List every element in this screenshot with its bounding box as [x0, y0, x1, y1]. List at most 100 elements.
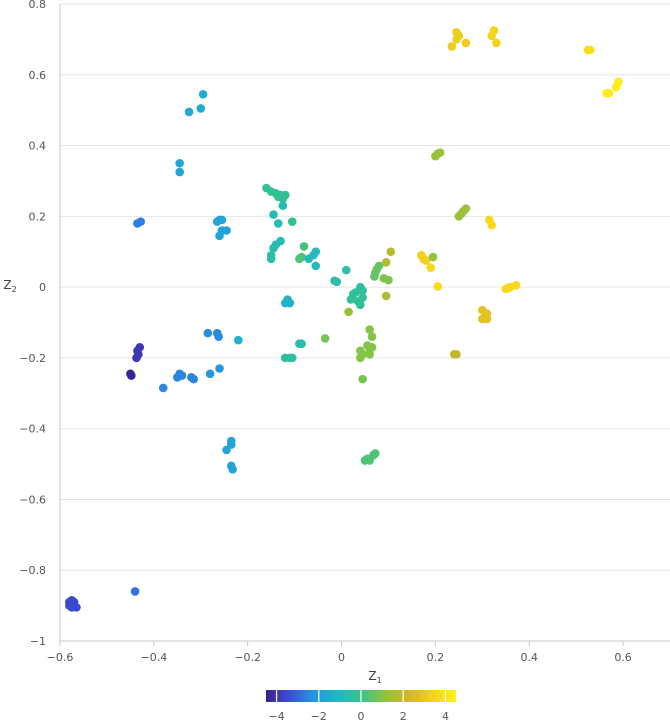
data-point: [269, 243, 278, 253]
data-point: [311, 247, 321, 257]
data-points: [65, 26, 623, 612]
data-point: [381, 291, 391, 301]
x-tick-label: −0.4: [140, 651, 167, 664]
colorbar: −4 −2 0 2 4: [266, 690, 456, 723]
data-point: [287, 217, 297, 226]
data-point: [311, 261, 321, 271]
data-point: [217, 215, 227, 225]
y-tick-label: −0.8: [19, 564, 46, 577]
data-point: [356, 300, 365, 310]
data-point: [136, 217, 146, 226]
data-point: [447, 42, 457, 51]
y-tick-label: 0.6: [29, 69, 47, 82]
data-point: [585, 45, 595, 55]
data-point: [511, 281, 521, 290]
data-point: [358, 374, 367, 384]
data-point: [356, 353, 365, 363]
y-tick-label: 0: [39, 281, 46, 294]
y-tick-label: 0.4: [29, 140, 47, 153]
y-tick-label: −0.2: [19, 352, 46, 365]
x-tick-label: 0.6: [614, 651, 632, 664]
data-point: [184, 107, 194, 117]
data-point: [177, 371, 187, 380]
y-tick-label: 0.2: [29, 210, 47, 223]
data-point: [365, 325, 374, 334]
data-point: [332, 277, 342, 287]
x-tick-label: −0.6: [47, 651, 74, 664]
data-point: [222, 226, 231, 235]
data-point: [435, 148, 445, 157]
data-point: [346, 295, 356, 304]
data-point: [602, 88, 611, 98]
data-point: [367, 342, 377, 352]
data-point: [222, 445, 231, 455]
data-point: [132, 353, 141, 363]
data-point: [297, 339, 306, 349]
x-tick-label: 0.4: [520, 651, 538, 664]
data-point: [130, 587, 140, 596]
data-point: [205, 369, 215, 379]
y-axis-label: Z2: [3, 278, 16, 294]
colorbar-tick-label: −4: [268, 710, 284, 723]
data-point: [341, 265, 351, 275]
y-axis-label-sub: 2: [12, 285, 17, 294]
data-point: [65, 601, 74, 610]
data-point: [234, 335, 243, 345]
data-point: [175, 158, 184, 168]
data-point: [198, 89, 208, 99]
data-point: [461, 38, 471, 48]
data-point: [611, 82, 621, 92]
data-point: [287, 353, 297, 363]
x-tick-label: 0.2: [427, 651, 445, 664]
data-point: [215, 231, 224, 241]
data-point: [228, 465, 237, 474]
x-tick-label: 0: [338, 651, 345, 664]
data-point: [482, 314, 492, 324]
data-point: [386, 247, 396, 257]
y-tick-label: −0.4: [19, 423, 46, 436]
data-point: [461, 204, 471, 213]
data-point: [381, 258, 391, 267]
data-point: [370, 272, 379, 281]
data-point: [295, 254, 304, 264]
data-point: [428, 252, 438, 262]
data-point: [320, 334, 330, 343]
tick-labels: −0.6 −0.4 −0.2 0 0.2 0.4 0.6 −1 −0.8 −0.6 −0.4 −0.2…: [19, 0, 632, 664]
y-tick-label: −1: [30, 635, 46, 648]
data-point: [452, 35, 461, 44]
data-point: [266, 254, 276, 264]
data-point: [365, 350, 374, 359]
data-point: [273, 192, 283, 202]
data-point: [273, 219, 283, 228]
data-point: [215, 364, 224, 373]
x-tick-label: −0.2: [234, 651, 261, 664]
data-point: [452, 350, 461, 359]
colorbar-tick-label: 2: [400, 710, 407, 723]
colorbar-tick-label: −2: [311, 710, 327, 723]
data-point: [492, 38, 501, 48]
grid: [60, 3, 670, 642]
data-point: [371, 449, 380, 458]
data-point: [158, 383, 168, 393]
data-point: [367, 332, 377, 341]
x-axis-label-main: Z: [368, 669, 376, 683]
data-point: [299, 242, 309, 251]
y-tick-label: 0.8: [29, 0, 47, 11]
data-point: [127, 371, 136, 380]
y-tick-label: −0.6: [19, 493, 46, 506]
data-point: [384, 275, 393, 285]
axes: [59, 4, 670, 646]
data-point: [421, 256, 431, 265]
data-point: [285, 298, 295, 308]
y-axis-label-main: Z: [3, 278, 11, 292]
data-point: [196, 104, 206, 113]
data-point: [487, 220, 496, 230]
data-point: [358, 286, 367, 295]
data-point: [189, 374, 199, 384]
data-point: [203, 328, 213, 338]
data-point: [269, 210, 278, 219]
x-axis-label-sub: 1: [377, 676, 382, 685]
data-point: [426, 263, 435, 272]
colorbar-tick-label: 4: [442, 710, 449, 723]
